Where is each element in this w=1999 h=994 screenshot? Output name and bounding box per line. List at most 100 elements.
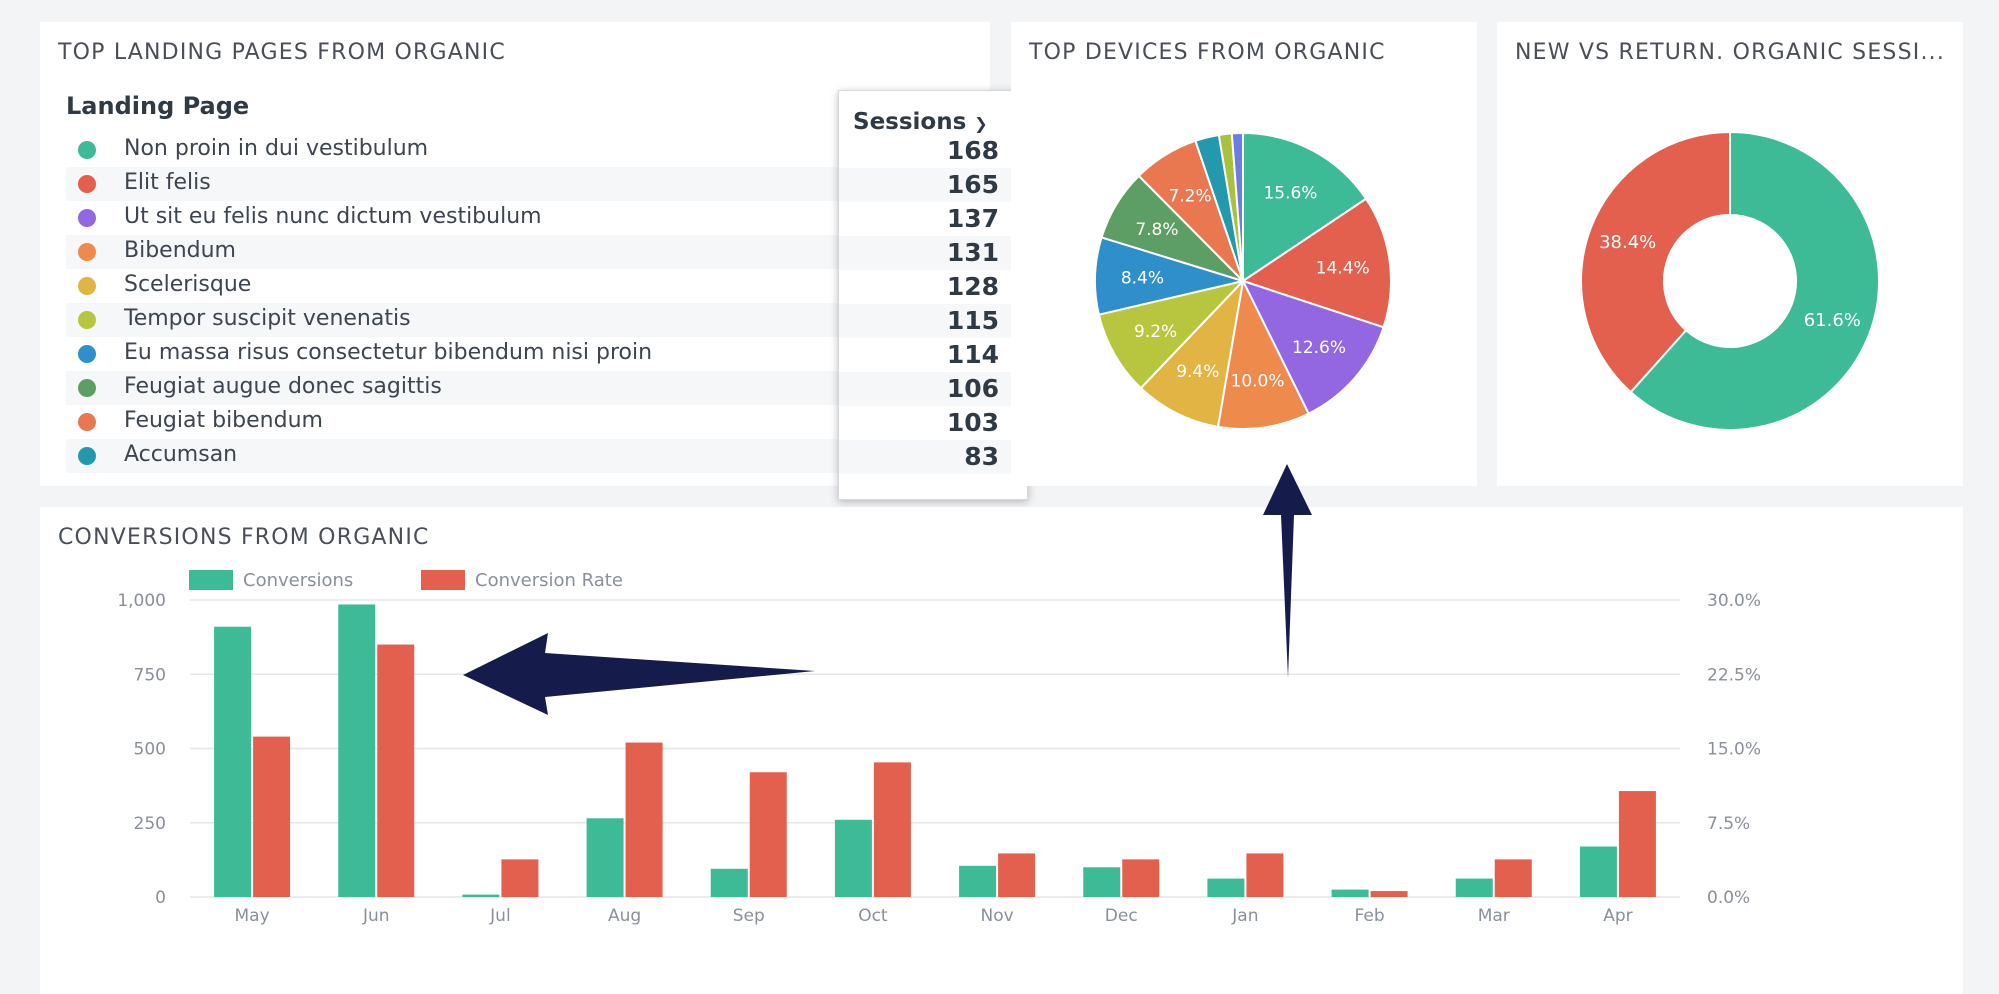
bar-conversion-rate[interactable] xyxy=(1618,791,1656,897)
y-right-tick-label: 15.0% xyxy=(1707,740,1761,760)
landing-page-name: Accumsan xyxy=(124,442,238,467)
y-right-tick-label: 7.5% xyxy=(1707,814,1750,834)
conversions-title: CONVERSIONS FROM ORGANIC xyxy=(58,525,430,550)
landing-pages-title: TOP LANDING PAGES FROM ORGANIC xyxy=(58,40,506,65)
sessions-value: 168 xyxy=(946,136,999,165)
landing-page-name: Eu massa risus consectetur bibendum nisi… xyxy=(124,340,653,365)
pie-slice-label: 12.6% xyxy=(1292,338,1346,358)
x-tick-label: Jan xyxy=(1231,906,1258,926)
sessions-value: 131 xyxy=(839,236,1027,270)
legend-dot-icon xyxy=(78,311,96,329)
legend-dot-icon xyxy=(78,141,96,159)
x-tick-label: Mar xyxy=(1478,906,1510,926)
bar-conversions[interactable] xyxy=(959,865,997,897)
bar-conversion-rate[interactable] xyxy=(1370,891,1408,897)
devices-panel: TOP DEVICES FROM ORGANIC 15.6% 14.4% 12.6%… xyxy=(1011,22,1477,486)
sessions-value: 106 xyxy=(839,372,1027,406)
pie-slice-label: 14.4% xyxy=(1316,258,1370,278)
landing-pages-panel: TOP LANDING PAGES FROM ORGANIC Landing P… xyxy=(40,22,1028,500)
sessions-value: 114 xyxy=(946,340,999,369)
sessions-value: 165 xyxy=(839,168,1027,202)
pie-slice[interactable] xyxy=(1230,131,1244,282)
pie-slice[interactable] xyxy=(1216,277,1310,430)
bar-conversions[interactable] xyxy=(1579,846,1617,897)
landing-page-name: Feugiat augue donec sagittis xyxy=(124,374,442,399)
bar-conversions[interactable] xyxy=(586,818,624,897)
y-left-tick-label: 0 xyxy=(155,888,166,908)
landing-page-name: Tempor suscipit venenatis xyxy=(124,306,411,331)
new-vs-return-title: NEW VS RETURN. ORGANIC SESSI... xyxy=(1515,40,1946,65)
legend-dot-icon xyxy=(78,175,96,193)
pie-slice-label: 8.4% xyxy=(1121,269,1164,289)
landing-page-name: Elit felis xyxy=(124,170,211,195)
landing-page-column-header[interactable]: Landing Page xyxy=(66,92,250,120)
landing-page-name: Ut sit eu felis nunc dictum vestibulum xyxy=(124,204,542,229)
pie-slice-label: 10.0% xyxy=(1231,372,1285,392)
y-left-tick-label: 1,000 xyxy=(117,591,166,611)
pie-slice[interactable] xyxy=(1139,277,1245,429)
pie-slice-label: 7.2% xyxy=(1168,186,1211,206)
bar-conversions[interactable] xyxy=(462,894,500,897)
landing-page-name: Non proin in dui vestibulum xyxy=(124,136,429,161)
sessions-column: Sessions ❯ 168 165 137 131 128 115 114 106 103 83 xyxy=(838,90,1028,500)
sessions-value: 137 xyxy=(946,204,999,233)
legend-swatch xyxy=(421,570,465,590)
bar-conversion-rate[interactable] xyxy=(501,859,539,897)
pie-slice[interactable] xyxy=(1242,131,1368,283)
bar-conversions[interactable] xyxy=(1207,878,1245,897)
legend-dot-icon xyxy=(78,413,96,431)
x-tick-label: Oct xyxy=(858,906,888,926)
donut-slice[interactable] xyxy=(1629,130,1880,431)
bar-conversions[interactable] xyxy=(214,626,252,897)
x-tick-label: Dec xyxy=(1105,906,1138,926)
bar-conversion-rate[interactable] xyxy=(625,742,663,897)
sessions-value: 83 xyxy=(839,440,1027,474)
bar-conversion-rate[interactable] xyxy=(1122,859,1160,897)
bar-conversion-rate[interactable] xyxy=(873,762,911,897)
bar-conversions[interactable] xyxy=(1455,878,1493,897)
sessions-value: 115 xyxy=(839,304,1027,338)
landing-page-name: Scelerisque xyxy=(124,272,252,297)
y-left-tick-label: 750 xyxy=(134,665,166,685)
bar-conversion-rate[interactable] xyxy=(1494,859,1532,897)
donut-slice[interactable] xyxy=(1580,130,1731,394)
legend-dot-icon xyxy=(78,277,96,295)
landing-page-name: Bibendum xyxy=(124,238,236,263)
legend-dot-icon xyxy=(78,345,96,363)
chevron-down-icon[interactable]: ❯ xyxy=(974,114,988,133)
pie-slice[interactable] xyxy=(1097,279,1247,390)
bar-conversion-rate[interactable] xyxy=(998,853,1036,897)
bar-conversions[interactable] xyxy=(834,819,872,897)
new-vs-return-panel: NEW VS RETURN. ORGANIC SESSI... 61.6% 38.… xyxy=(1497,22,1963,486)
bar-conversion-rate[interactable] xyxy=(1246,853,1284,897)
bar-conversions[interactable] xyxy=(1331,889,1369,897)
x-tick-label: Sep xyxy=(733,906,765,926)
sessions-values: 168 165 137 131 128 115 114 106 103 83 xyxy=(839,134,1027,474)
devices-pie-chart: 15.6% 14.4% 12.6% 10.0% 9.4% 9.2% 8.4% 7.8% 7.2% xyxy=(1094,131,1392,430)
sessions-value: 103 xyxy=(946,408,999,437)
sessions-header-label: Sessions xyxy=(853,109,967,135)
bar-conversion-rate[interactable] xyxy=(253,736,291,897)
bar-conversions[interactable] xyxy=(710,868,748,897)
y-left-tick-label: 500 xyxy=(134,740,166,760)
bar-conversions[interactable] xyxy=(1083,867,1121,897)
y-right-tick-label: 0.0% xyxy=(1707,888,1750,908)
legend-swatch xyxy=(189,570,233,590)
bar-conversion-rate[interactable] xyxy=(377,644,415,897)
pie-slice-label: 15.6% xyxy=(1263,183,1317,203)
pie-slice[interactable] xyxy=(1240,197,1392,329)
legend-dot-icon xyxy=(78,243,96,261)
conversions-bar-chart: 0 0.0% 250 7.5% 500 15.0% 750 22.5% 1,000 30.0% Ma… xyxy=(117,570,1761,926)
legend-dot-icon xyxy=(78,379,96,397)
sessions-column-header[interactable]: Sessions ❯ xyxy=(853,109,988,135)
bar-conversion-rate[interactable] xyxy=(749,772,787,897)
landing-page-name: Feugiat bibendum xyxy=(124,408,323,433)
new-vs-return-donut-chart: 61.6% 38.4% xyxy=(1580,130,1880,431)
x-tick-label: May xyxy=(235,906,270,926)
x-tick-label: Jun xyxy=(362,906,390,926)
conversions-panel: CONVERSIONS FROM ORGANIC 0 0.0% 250 7.5% 500… xyxy=(40,507,1963,994)
bar-conversions[interactable] xyxy=(338,604,376,897)
pie-slice[interactable] xyxy=(1241,279,1385,415)
sessions-value: 128 xyxy=(946,272,999,301)
pie-slice-label: 9.2% xyxy=(1134,322,1177,342)
